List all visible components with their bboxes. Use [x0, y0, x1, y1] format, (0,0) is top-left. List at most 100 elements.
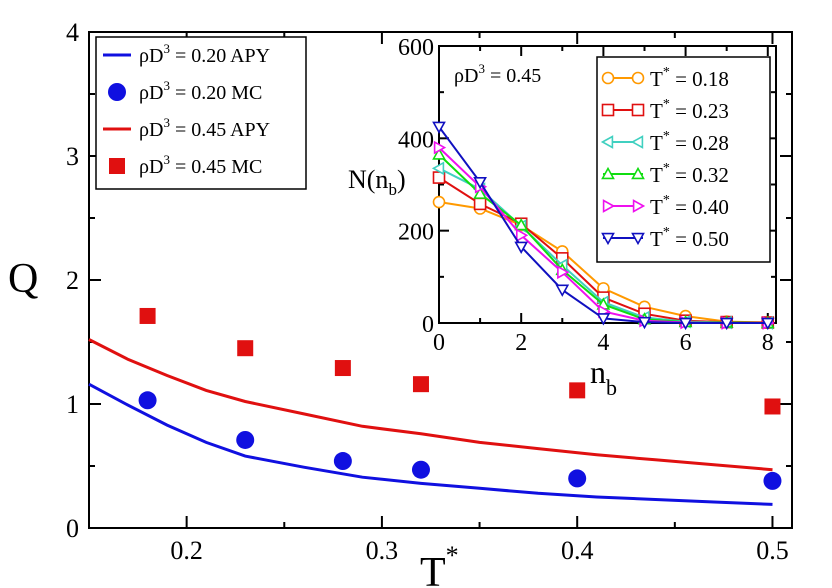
- main-series-line-2: [88, 338, 773, 472]
- inset-legend-box: [596, 56, 771, 263]
- main-legend-rest: = 0.45 MC: [170, 156, 262, 178]
- main-point-1-4: [568, 469, 587, 488]
- inset-legend-sup: *: [663, 193, 670, 208]
- main-xlabel-text: T: [420, 550, 446, 588]
- inset-legend-sup: *: [663, 225, 670, 240]
- inset-legend-label-5: T* = 0.50: [650, 225, 729, 251]
- inset-legend-marker-a-3: [601, 166, 615, 180]
- inset-point-5-1: [473, 176, 487, 190]
- inset-legend-rest: = 0.18: [670, 67, 729, 91]
- inset-xtick-label: 2: [515, 330, 527, 356]
- inset-annotation-rest: = 0.45: [485, 65, 541, 87]
- inset-annotation-text: ρD: [454, 65, 478, 87]
- inset-point-4-3: [557, 265, 570, 280]
- main-legend-swatch-3: [109, 158, 125, 174]
- inset-point-4-0: [433, 140, 447, 155]
- main-legend-text: ρD: [139, 156, 163, 178]
- inset-ylabel-end: ): [397, 165, 406, 194]
- inset-legend-marker-b-1: [631, 103, 645, 117]
- main-legend-rest: = 0.45 APY: [170, 119, 270, 141]
- inset-ylabel-text: N(n: [348, 165, 388, 194]
- main-ytick-label: 4: [66, 18, 79, 47]
- inset-point-5-6: [678, 317, 693, 331]
- inset-point-2-0: [431, 161, 445, 176]
- inset-point-5-4: [596, 313, 611, 326]
- main-point-3-1: [237, 340, 254, 357]
- inset-legend-text: T: [650, 227, 663, 251]
- inset-ylabel-sub: b: [388, 180, 397, 199]
- main-legend-sup: 3: [163, 41, 170, 56]
- inset-legend-rest: = 0.28: [670, 131, 729, 155]
- inset-ytick-label: 0: [422, 312, 434, 338]
- inset-ytick-label: 200: [398, 220, 434, 246]
- inset-legend-sup: *: [663, 97, 670, 112]
- main-xtick-label: 0.3: [366, 536, 399, 565]
- inset-point-3-0: [432, 147, 446, 160]
- inset-legend-label-0: T* = 0.18: [650, 65, 729, 91]
- main-legend-swatch-1: [108, 83, 126, 101]
- inset-xlabel-text: n: [590, 354, 606, 390]
- inset-point-5-7: [719, 317, 734, 331]
- main-ylabel: Q: [8, 256, 38, 302]
- main-legend-rest: = 0.20 APY: [170, 45, 270, 67]
- inset-legend-marker-b-2: [630, 135, 644, 149]
- inset-ytick-label: 400: [398, 127, 434, 153]
- inset-legend-marker-b-4: [632, 199, 646, 213]
- main-point-1-1: [236, 430, 255, 449]
- main-series-line-0: [88, 382, 773, 506]
- main-point-3-5: [764, 398, 781, 415]
- main-point-1-3: [411, 460, 430, 479]
- inset-legend-marker-b-5: [631, 232, 645, 246]
- inset-point-3-1: [473, 186, 487, 199]
- inset-point-5-8: [760, 317, 775, 331]
- main-legend-text: ρD: [139, 82, 163, 104]
- inset-point-1-1: [473, 197, 487, 211]
- inset-point-5-2: [514, 241, 529, 254]
- inset-point-5-3: [555, 284, 570, 297]
- main-legend-box: [95, 36, 307, 190]
- inset-legend-rest: = 0.23: [670, 99, 729, 123]
- inset-annotation: ρD3 = 0.45: [454, 61, 541, 87]
- inset-xlabel: nb: [590, 354, 617, 400]
- inset-legend-marker-a-1: [601, 103, 615, 117]
- main-legend-label-0: ρD3 = 0.20 APY: [139, 41, 270, 67]
- main-legend-sup: 3: [163, 78, 170, 93]
- inset-legend-marker-a-0: [601, 71, 615, 85]
- main-xlabel-sup: *: [446, 541, 459, 570]
- inset-legend-marker-b-0: [631, 71, 645, 85]
- inset-legend-label-2: T* = 0.28: [650, 129, 729, 155]
- main-point-1-0: [138, 391, 157, 410]
- main-legend-text: ρD: [139, 45, 163, 67]
- inset-legend-marker-a-4: [602, 199, 616, 213]
- inset-annotation-sup: 3: [478, 61, 485, 76]
- main-ytick-label: 1: [66, 390, 79, 419]
- inset-xtick-label: 4: [597, 330, 609, 356]
- main-ytick-label: 0: [66, 514, 79, 543]
- inset-xlabel-sub: b: [606, 375, 617, 400]
- inset-legend-text: T: [650, 195, 663, 219]
- inset-legend-rest: = 0.50: [670, 227, 729, 251]
- inset-xtick-label: 8: [762, 330, 774, 356]
- inset-point-0-0: [432, 195, 446, 209]
- inset-legend-label-1: T* = 0.23: [650, 97, 729, 123]
- main-legend-sup: 3: [163, 152, 170, 167]
- inset-point-5-0: [432, 121, 446, 134]
- main-legend-text: ρD: [139, 119, 163, 141]
- main-legend-label-2: ρD3 = 0.45 APY: [139, 115, 270, 141]
- main-point-3-0: [139, 307, 156, 324]
- main-xtick-label: 0.5: [756, 536, 789, 565]
- inset-legend-text: T: [650, 99, 663, 123]
- main-point-3-2: [334, 360, 351, 377]
- inset-ytick-label: 600: [398, 35, 434, 61]
- inset-legend-marker-b-3: [631, 166, 645, 180]
- main-point-3-3: [412, 376, 429, 393]
- inset-legend-marker-a-5: [601, 232, 615, 246]
- main-point-3-4: [569, 382, 586, 399]
- main-ytick-label: 3: [66, 142, 79, 171]
- inset-xtick-label: 0: [433, 330, 445, 356]
- main-legend-rest: = 0.20 MC: [170, 82, 262, 104]
- main-legend-sup: 3: [163, 115, 170, 130]
- inset-legend-marker-a-2: [600, 135, 614, 149]
- inset-legend-sup: *: [663, 129, 670, 144]
